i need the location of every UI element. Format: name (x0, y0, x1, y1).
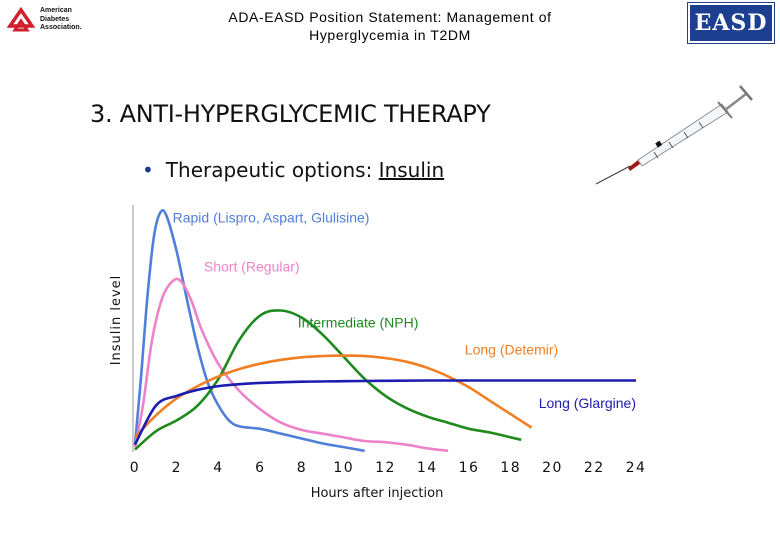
x-tick-label: 14 (417, 460, 438, 476)
easd-logo-text: EASD (694, 10, 768, 36)
x-axis-ticks: 0 2 4 6 8 10 12 14 16 18 20 22 24 (130, 460, 647, 476)
x-axis-label: Hours after injection (311, 486, 444, 501)
bullet-underlined-text: Insulin (378, 158, 445, 182)
x-tick-label: 2 (172, 460, 182, 476)
series-line-long-detemir (134, 354, 533, 439)
series-label-long-detemir: Long (Detemir) (465, 341, 558, 357)
x-tick-label: 16 (459, 460, 480, 476)
ada-logo-line: Association. (40, 24, 82, 31)
x-tick-label: 10 (333, 460, 354, 476)
x-tick-label: 12 (375, 460, 396, 476)
bullet-therapeutic-options: • Therapeutic options: Insulin (142, 158, 444, 182)
header-title-line2: Hyperglycemia in T2DM (309, 27, 471, 43)
series-label-long-glargine: Long (Glargine) (539, 395, 636, 411)
syringe-icon (595, 85, 753, 185)
series-line-long-glargine (133, 379, 636, 446)
easd-logo: EASD (687, 2, 775, 44)
x-tick-label: 0 (130, 460, 140, 476)
slide-header-title: ADA-EASD Position Statement: Management … (150, 8, 630, 44)
ada-logo: American Diabetes Association. (4, 4, 100, 38)
ada-logo-text: American Diabetes Association. (40, 7, 106, 33)
series-labels: Rapid (Lispro, Aspart, Glulisine) Short (… (173, 210, 636, 412)
x-tick-label: 18 (500, 460, 521, 476)
bullet-text: Therapeutic options: (165, 158, 379, 182)
series-line-short (133, 277, 449, 453)
series-curves (133, 208, 636, 453)
ada-logo-line: American (40, 7, 72, 14)
series-label-rapid: Rapid (Lispro, Aspart, Glulisine) (173, 210, 370, 226)
x-tick-label: 22 (584, 460, 605, 476)
header-title-line1: ADA-EASD Position Statement: Management … (228, 9, 552, 25)
section-title: 3. ANTI-HYPERGLYCEMIC THERAPY (90, 100, 491, 128)
ada-logo-line: Diabetes (40, 15, 70, 23)
x-tick-label: 4 (213, 460, 223, 476)
series-line-intermediate (134, 309, 522, 451)
x-tick-label: 8 (297, 460, 307, 476)
bullet-dot-icon: • (142, 158, 154, 182)
ada-logo-mark-icon (6, 6, 36, 32)
x-tick-label: 24 (626, 460, 647, 476)
series-line-rapid (133, 208, 365, 453)
x-tick-label: 20 (542, 460, 563, 476)
series-label-short: Short (Regular) (204, 258, 300, 274)
y-axis-label: Insulin level (109, 275, 124, 366)
series-label-intermediate: Intermediate (NPH) (298, 315, 419, 331)
x-tick-label: 6 (255, 460, 265, 476)
